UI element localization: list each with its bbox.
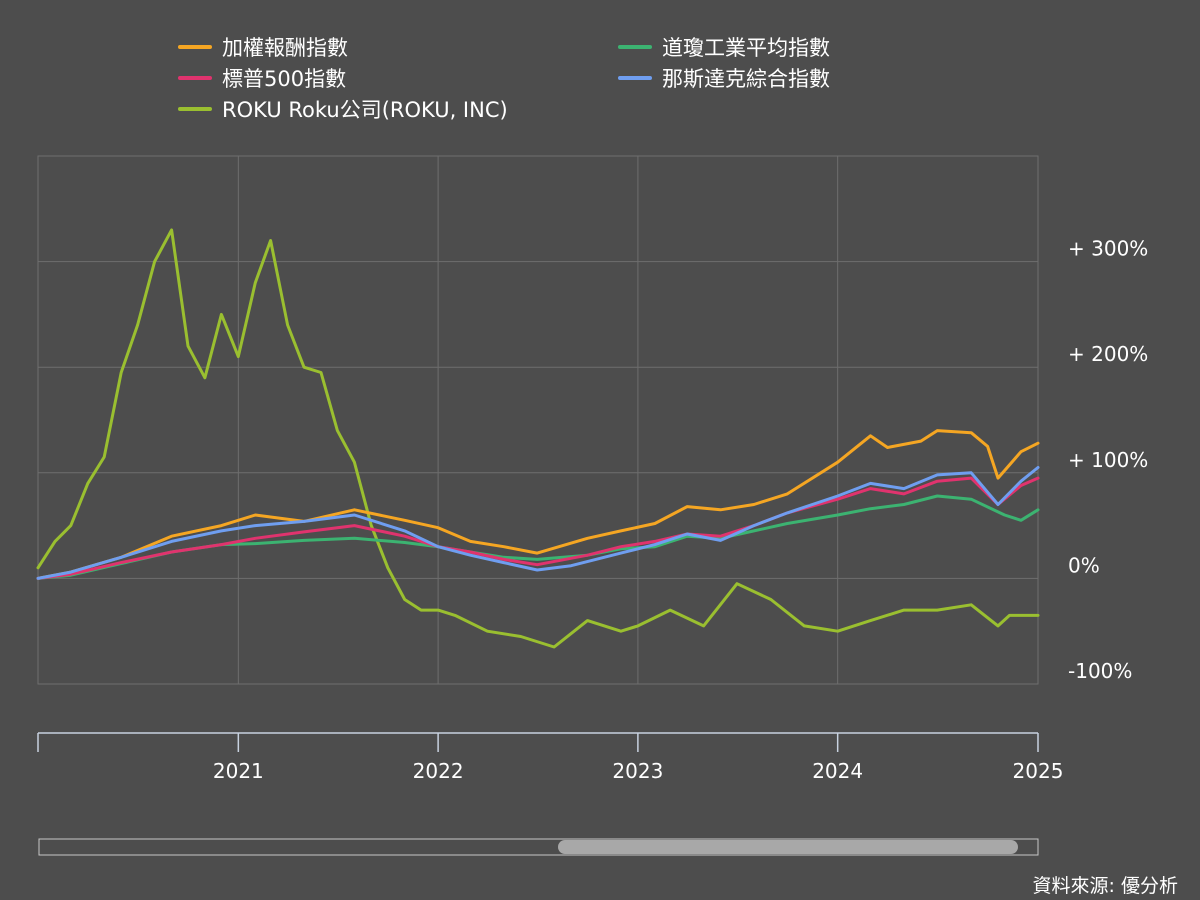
legend-label: 那斯達克綜合指數 [662,67,830,91]
x-axis: 2021 2022 2023 2024 2025 [37,732,1064,783]
range-scrollbar[interactable] [38,838,1039,856]
legend-label: 標普500指數 [222,67,346,91]
series-line [36,466,1040,580]
source-label: 資料來源: 優分析 [1032,875,1178,897]
x-tick-label: 2024 [812,759,863,783]
x-tick-label: 2022 [413,759,464,783]
scrollbar-thumb[interactable] [558,840,1018,854]
legend-label: 加權報酬指數 [222,36,348,60]
y-tick-label: 0% [1068,553,1100,577]
series-line [36,228,1040,649]
y-axis: + 300% + 200% + 100% 0% -100% [1068,237,1148,683]
legend-label: ROKU Roku公司(ROKU, INC) [222,98,508,122]
legend-label: 道瓊工業平均指數 [662,36,830,60]
y-tick-label: -100% [1068,659,1132,683]
series-layer [36,228,1040,649]
grid [37,155,1039,685]
series-line [36,476,1040,580]
x-tick-label: 2025 [1013,759,1064,783]
scrollbar-track [38,838,1039,856]
x-tick-label: 2021 [213,759,264,783]
series-line [36,429,1040,580]
y-tick-label: + 300% [1068,237,1148,261]
x-tick-label: 2023 [612,759,663,783]
y-tick-label: + 200% [1068,342,1148,366]
plot-border [37,155,1039,685]
y-tick-label: + 100% [1068,448,1148,472]
